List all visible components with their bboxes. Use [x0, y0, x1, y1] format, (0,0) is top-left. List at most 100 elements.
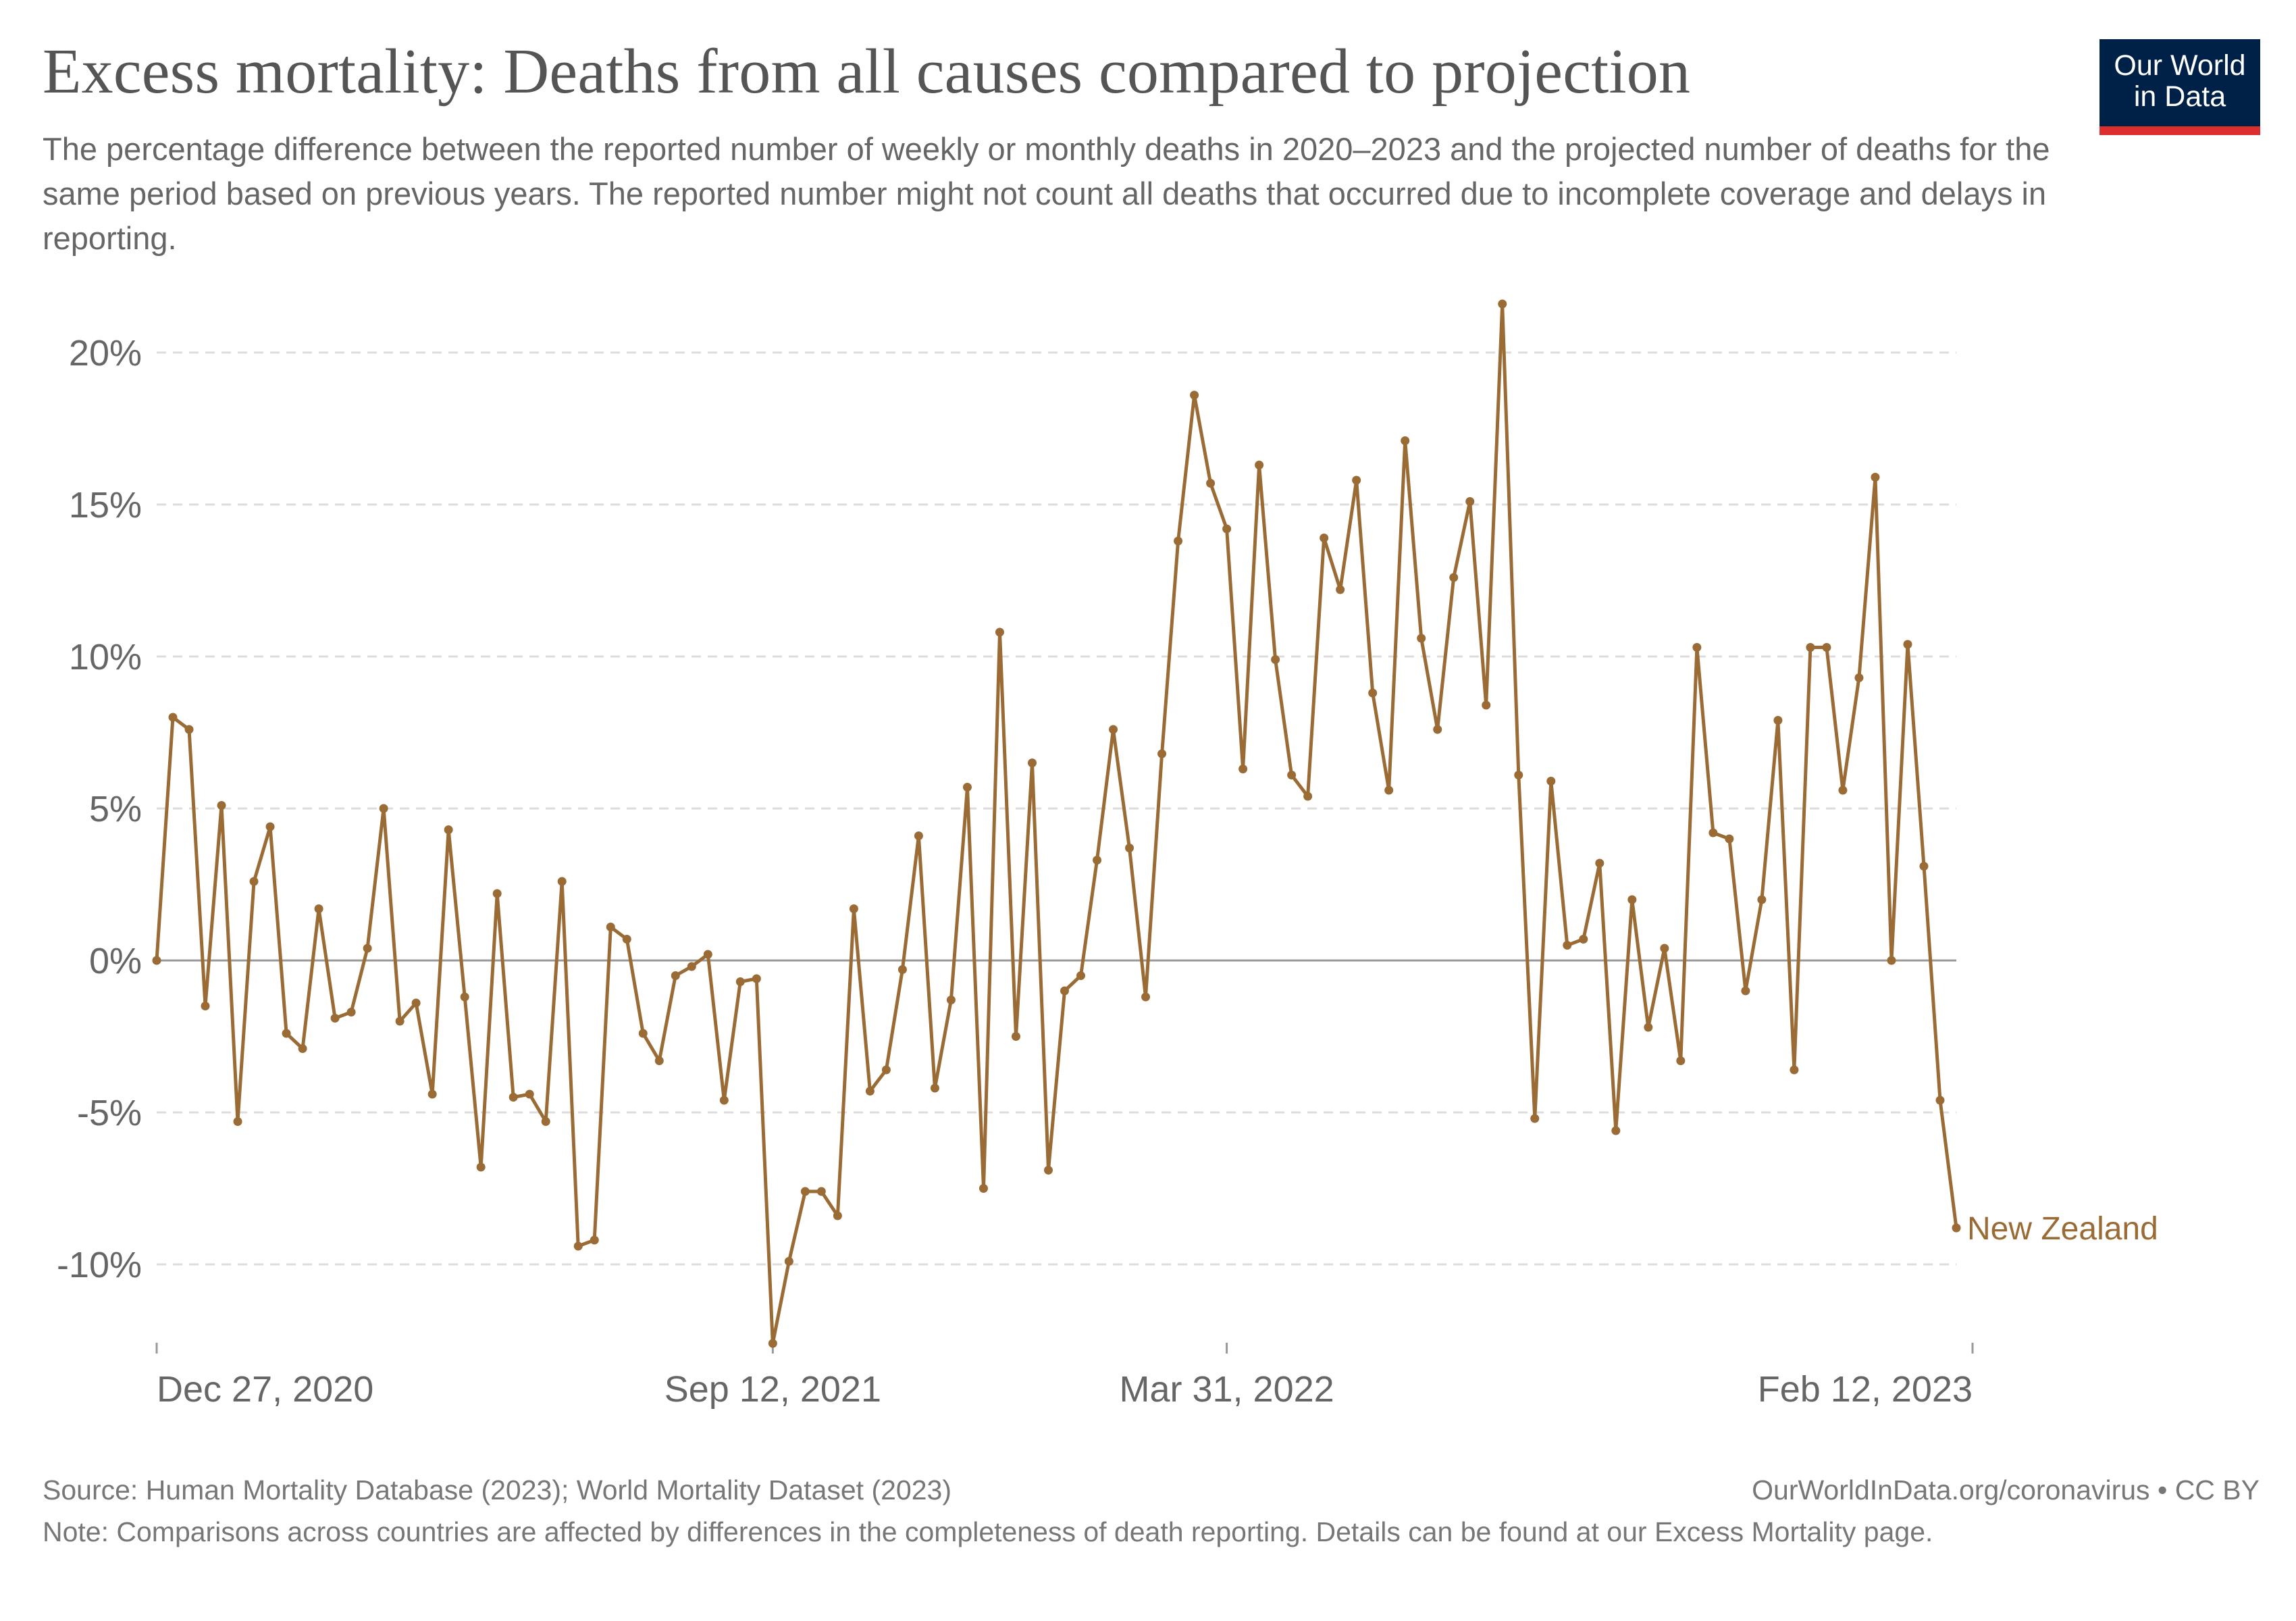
- data-point[interactable]: [1222, 524, 1232, 534]
- data-point[interactable]: [363, 944, 372, 953]
- data-point[interactable]: [233, 1117, 242, 1126]
- data-point[interactable]: [1482, 700, 1491, 710]
- data-point[interactable]: [476, 1162, 486, 1172]
- data-point[interactable]: [1579, 935, 1588, 944]
- data-point[interactable]: [979, 1184, 988, 1193]
- data-point[interactable]: [184, 725, 194, 734]
- data-point[interactable]: [1401, 436, 1410, 445]
- data-point[interactable]: [427, 1089, 437, 1099]
- data-point[interactable]: [1773, 716, 1783, 725]
- data-point[interactable]: [460, 992, 469, 1002]
- data-point[interactable]: [1076, 971, 1086, 980]
- data-point[interactable]: [768, 1339, 777, 1348]
- data-point[interactable]: [314, 904, 323, 913]
- data-point[interactable]: [1806, 643, 1815, 652]
- data-point[interactable]: [995, 627, 1004, 637]
- data-point[interactable]: [1903, 640, 1912, 649]
- data-point[interactable]: [1255, 461, 1264, 469]
- data-point[interactable]: [1871, 473, 1880, 482]
- data-point[interactable]: [1125, 844, 1134, 852]
- data-point[interactable]: [1287, 771, 1297, 779]
- data-point[interactable]: [1790, 1065, 1799, 1075]
- data-point[interactable]: [703, 950, 712, 959]
- data-point[interactable]: [1238, 765, 1248, 773]
- data-point[interactable]: [557, 877, 567, 886]
- data-point[interactable]: [1449, 573, 1459, 582]
- data-point[interactable]: [1935, 1096, 1945, 1105]
- data-point[interactable]: [1336, 585, 1345, 594]
- data-point[interactable]: [881, 1065, 891, 1075]
- data-point[interactable]: [411, 998, 421, 1008]
- data-point[interactable]: [865, 1087, 875, 1096]
- data-point[interactable]: [1109, 725, 1118, 734]
- data-point[interactable]: [1838, 786, 1848, 795]
- data-point[interactable]: [525, 1089, 534, 1099]
- data-point[interactable]: [1854, 673, 1864, 682]
- data-point[interactable]: [1384, 786, 1394, 795]
- data-point[interactable]: [816, 1187, 826, 1196]
- data-point[interactable]: [298, 1044, 307, 1053]
- data-point[interactable]: [395, 1017, 405, 1026]
- data-point[interactable]: [1498, 299, 1507, 309]
- owid-logo[interactable]: Our World in Data: [2099, 39, 2260, 135]
- data-point[interactable]: [962, 783, 972, 792]
- data-point[interactable]: [752, 974, 761, 983]
- data-point[interactable]: [1887, 956, 1896, 965]
- data-point[interactable]: [1708, 828, 1718, 838]
- data-point[interactable]: [444, 825, 453, 834]
- data-point[interactable]: [735, 977, 745, 986]
- data-point[interactable]: [719, 1096, 729, 1105]
- data-point[interactable]: [1027, 758, 1037, 767]
- data-point[interactable]: [622, 935, 631, 944]
- data-point[interactable]: [1546, 777, 1556, 786]
- data-point[interactable]: [573, 1241, 583, 1251]
- data-point[interactable]: [590, 1235, 599, 1245]
- data-point[interactable]: [330, 1014, 340, 1023]
- data-point[interactable]: [1644, 1023, 1653, 1032]
- data-point[interactable]: [1952, 1223, 1961, 1233]
- data-point[interactable]: [1433, 725, 1442, 734]
- data-point[interactable]: [1174, 536, 1183, 546]
- data-point[interactable]: [914, 831, 923, 840]
- data-point[interactable]: [638, 1029, 648, 1038]
- data-point[interactable]: [1741, 986, 1750, 996]
- data-point[interactable]: [1692, 643, 1702, 652]
- data-point[interactable]: [1303, 792, 1313, 801]
- data-point[interactable]: [152, 956, 161, 965]
- data-point[interactable]: [606, 923, 615, 931]
- data-point[interactable]: [1627, 895, 1637, 904]
- data-point[interactable]: [1368, 688, 1378, 698]
- data-point[interactable]: [541, 1117, 550, 1126]
- data-point[interactable]: [654, 1056, 664, 1065]
- data-point[interactable]: [282, 1029, 291, 1038]
- data-point[interactable]: [1611, 1126, 1621, 1135]
- data-point[interactable]: [1011, 1032, 1020, 1041]
- data-point[interactable]: [946, 996, 956, 1004]
- data-point[interactable]: [1190, 390, 1199, 400]
- data-point[interactable]: [1320, 534, 1329, 542]
- data-point[interactable]: [1043, 1166, 1053, 1175]
- data-point[interactable]: [379, 804, 388, 813]
- data-point[interactable]: [930, 1083, 939, 1093]
- data-point[interactable]: [1206, 479, 1216, 488]
- series-label[interactable]: New Zealand: [1967, 1211, 2158, 1247]
- data-point[interactable]: [1093, 856, 1102, 865]
- data-point[interactable]: [508, 1093, 518, 1102]
- data-point[interactable]: [1141, 992, 1151, 1002]
- data-point[interactable]: [1822, 643, 1831, 652]
- data-point[interactable]: [201, 1002, 210, 1010]
- data-point[interactable]: [1157, 749, 1167, 758]
- data-point[interactable]: [833, 1211, 842, 1220]
- data-point[interactable]: [1725, 834, 1734, 844]
- data-point[interactable]: [1595, 858, 1604, 868]
- data-point[interactable]: [217, 801, 226, 810]
- data-point[interactable]: [1676, 1056, 1686, 1065]
- data-point[interactable]: [265, 822, 275, 831]
- data-point[interactable]: [1352, 475, 1361, 485]
- license-link[interactable]: OurWorldInData.org/coronavirus • CC BY: [1752, 1474, 2260, 1506]
- data-point[interactable]: [1757, 895, 1767, 904]
- data-point[interactable]: [1465, 497, 1475, 506]
- data-point[interactable]: [671, 971, 680, 980]
- data-point[interactable]: [1660, 944, 1669, 953]
- data-point[interactable]: [1563, 941, 1572, 950]
